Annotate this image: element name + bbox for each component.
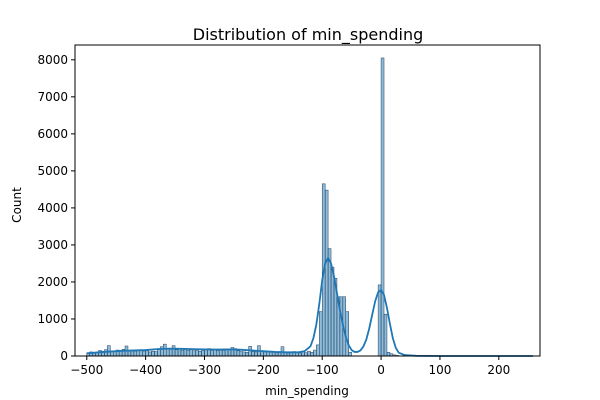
chart-title: Distribution of min_spending (193, 25, 423, 45)
y-tick-label: 8000 (37, 53, 68, 67)
histogram-bar-101 (383, 313, 388, 357)
histogram-bar-16 (133, 350, 138, 357)
histogram-bar-54 (245, 352, 249, 357)
histogram-bar-23 (154, 351, 158, 357)
y-tick-label: 6000 (37, 127, 68, 141)
x-tick-label: 0 (377, 363, 385, 377)
y-tick-label: 0 (60, 349, 68, 363)
x-tick-label: −300 (188, 363, 221, 377)
histogram-bar-30 (174, 349, 179, 357)
histogram-bar-22 (151, 350, 155, 357)
histogram-bar-88 (345, 311, 349, 357)
histogram-bar-45 (218, 349, 223, 357)
histogram-bar-77 (313, 349, 317, 357)
histogram-bar-19 (142, 351, 146, 357)
histogram-bar-56 (251, 351, 255, 357)
x-tick-label: 100 (428, 363, 451, 377)
histogram-bar-29 (171, 345, 176, 357)
histogram-bar-39 (201, 350, 205, 357)
y-tick-label: 2000 (37, 275, 68, 289)
histogram-bar-99 (377, 284, 382, 357)
histogram-bar-75 (307, 350, 311, 357)
y-tick-label: 4000 (37, 201, 68, 215)
histogram-bar-38 (198, 350, 202, 357)
histogram-bar-44 (216, 350, 220, 357)
histogram-bar-100 (380, 57, 385, 357)
histogram-bar-47 (224, 349, 229, 357)
histogram-bar-17 (136, 350, 140, 357)
histogram-bar-35 (189, 349, 193, 357)
histogram-bar-60 (263, 351, 267, 357)
bars-group (86, 57, 399, 357)
x-tick-label: −100 (306, 363, 339, 377)
plot-frame (74, 44, 541, 357)
histogram-bar-89 (348, 352, 352, 357)
histogram-bar-52 (239, 351, 244, 357)
histogram-bar-46 (221, 350, 226, 357)
kde-line (86, 255, 533, 357)
x-tick-label: −200 (247, 363, 280, 377)
histogram-bar-34 (186, 350, 191, 357)
histogram-bar-78 (316, 344, 320, 357)
histogram-bar-102 (386, 352, 391, 357)
histogram-bar-11 (118, 350, 123, 357)
y-tick-label: 7000 (37, 90, 68, 104)
histogram-bar-37 (195, 349, 199, 357)
histogram-bar-32 (180, 349, 185, 357)
histogram-bar-33 (183, 349, 188, 357)
y-tick-label: 3000 (37, 238, 68, 252)
histogram-bar-79 (319, 311, 323, 357)
y-axis-label: Count (10, 187, 24, 223)
kde-group (86, 255, 533, 357)
histogram-bar-43 (213, 349, 217, 357)
x-tick-label: 200 (487, 363, 510, 377)
y-axis-ticks: 0 1000 2000 3000 4000 5000 6000 7000 8000 (37, 53, 75, 363)
histogram-bar-21 (148, 351, 152, 357)
histogram-bar-62 (268, 352, 273, 357)
histogram-bar-36 (192, 350, 196, 357)
histogram-bar-81 (324, 189, 329, 357)
x-axis-label: min_spending (265, 384, 349, 398)
histogram-bar-27 (165, 348, 170, 357)
histogram-bar-51 (236, 350, 241, 357)
histogram-bar-20 (145, 350, 149, 357)
histogram-bar-31 (177, 348, 182, 357)
histogram-bar-6 (104, 349, 108, 357)
histogram-bar-53 (242, 351, 246, 357)
y-tick-label: 5000 (37, 164, 68, 178)
histogram-bar-57 (254, 351, 258, 357)
histogram-bar-40 (204, 349, 208, 357)
histogram-bar-42 (210, 350, 214, 357)
y-tick-label: 1000 (37, 312, 68, 326)
x-tick-label: −400 (129, 363, 162, 377)
histogram-bar-76 (310, 352, 314, 357)
histogram-bar-83 (330, 266, 335, 357)
histogram-bar-26 (163, 343, 167, 357)
x-tick-label: −500 (70, 363, 103, 377)
x-axis-ticks: −500 −400 −300 −200 −100 0 100 200 (70, 356, 510, 377)
histogram-bar-14 (127, 350, 132, 357)
